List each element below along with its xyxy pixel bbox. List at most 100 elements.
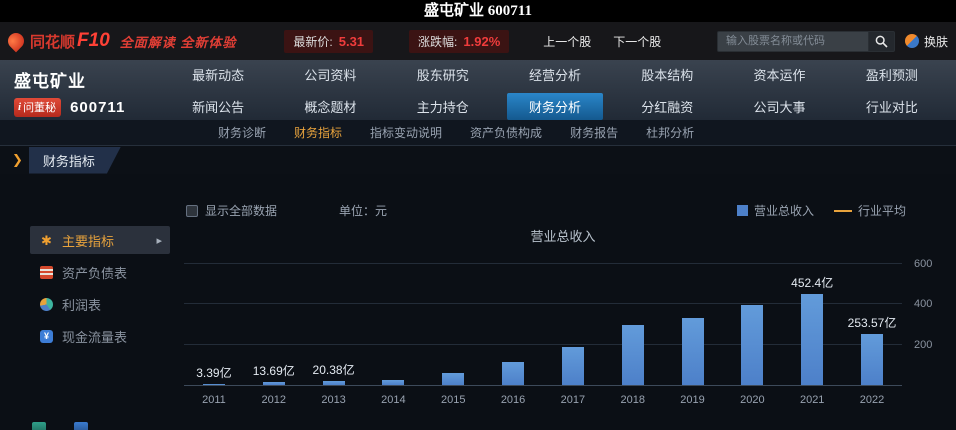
gridline-400 (184, 303, 902, 305)
bar-2016[interactable] (502, 361, 525, 385)
main-nav-item-r2c7[interactable]: 行业对比 (865, 99, 918, 115)
line-swatch-icon (833, 209, 852, 212)
ask-secretary-label: 问董秘 (23, 102, 57, 114)
show-all-label[interactable]: 显示全部数据 (205, 204, 278, 218)
chart-legend: 营业总收入 行业平均 (736, 202, 906, 219)
ths-logo-icon (4, 29, 28, 53)
y-axis-tick-400: 400 (914, 298, 933, 311)
legend-item-1: 营业总收入 (736, 202, 814, 219)
x-axis-label-2015: 2015 (440, 394, 466, 406)
report-sidebar: ✱ 主要指标 ▸ 资产负债表利润表 ¥ 现金流量表 (30, 226, 170, 354)
main-nav-item-r1c5[interactable]: 股本结构 (641, 67, 694, 83)
chart-toolbar: 显示全部数据 单位：元 营业总收入 行业平均 (186, 202, 906, 219)
main-nav-item-r2c5[interactable]: 分红融资 (641, 99, 694, 115)
bar-2017[interactable] (561, 346, 584, 385)
gridline-600 (184, 263, 902, 265)
sidebar-item-3[interactable]: 利润表 (30, 290, 170, 318)
legend-item-2: 行业平均 (833, 202, 906, 219)
bar-2020[interactable] (741, 305, 764, 385)
bar-value-label: 452.4亿 (791, 275, 834, 290)
bar-2011[interactable] (202, 384, 225, 385)
x-axis-label-2011: 2011 (202, 394, 226, 406)
search-icon (875, 35, 888, 48)
main-nav-row-1: 最新动态 公司资料 股东研究 经营分析 股本结构 资本运作 盈利预测 (162, 61, 948, 88)
x-axis-label-2022: 2022 (859, 394, 885, 406)
x-axis-label-2021: 2021 (799, 394, 825, 406)
main-nav-item-r1c1[interactable]: 最新动态 (192, 67, 245, 83)
bar-swatch-icon (736, 205, 748, 216)
bar-value-label: 253.57亿 (847, 315, 897, 330)
skin-ball-icon[interactable] (904, 34, 919, 48)
profit-pie-icon (40, 297, 53, 311)
x-axis-label-2017: 2017 (560, 394, 586, 406)
bar-slot-2012: 13.69亿 (244, 246, 304, 385)
bar-2022[interactable] (861, 333, 884, 385)
partial-icon-1 (32, 422, 46, 430)
y-axis-tick-600: 600 (914, 258, 933, 271)
legend-label: 行业平均 (857, 204, 906, 218)
latest-price-label: 最新价: (293, 34, 333, 49)
main-nav-item-r1c4[interactable]: 经营分析 (528, 67, 581, 83)
main-nav-item-r1c6[interactable]: 资本运作 (753, 67, 806, 83)
revenue-chart: 营业总收入 3.39亿 13.69亿 20.38亿 452.4亿 253.57亿 200… (178, 220, 948, 426)
bar-slot-2019 (663, 246, 723, 385)
search-button[interactable] (868, 30, 895, 52)
sub-nav-item-5[interactable]: 财务报告 (570, 126, 619, 140)
next-stock-button[interactable]: 下一个股 (613, 34, 662, 49)
header-bar: 同花顺 F10 全面解读 全新体验 最新价: 5.31 涨跌幅: 1.92% 上… (0, 22, 956, 60)
bar-2021[interactable] (801, 293, 824, 385)
main-nav-item-r1c3[interactable]: 股东研究 (416, 67, 469, 83)
bar-2015[interactable] (442, 373, 465, 385)
bar-slot-2017 (543, 246, 603, 385)
main-nav-panel: 盛屯矿业 i 问董秘 600711 最新动态 公司资料 股东研究 经营分析 股本结构 资本运… (0, 60, 956, 120)
sidebar-item-1[interactable]: ✱ 主要指标 ▸ (30, 226, 170, 254)
search-group: 换肤 (716, 30, 948, 52)
main-nav-item-r2c4[interactable]: 财务分析 (506, 92, 604, 120)
bar-2013[interactable] (322, 380, 345, 385)
latest-price-value: 5.31 (338, 33, 365, 49)
x-axis-label-2012: 2012 (261, 394, 286, 406)
search-input[interactable] (716, 30, 869, 52)
bar-2019[interactable] (681, 317, 704, 385)
chart-title: 营业总收入 (530, 229, 596, 244)
content-area: 显示全部数据 单位：元 营业总收入 行业平均 ✱ 主要指标 ▸ 资产负债表 利润表 ¥ 现金流… (0, 174, 956, 430)
bar-2018[interactable] (621, 324, 644, 385)
sub-nav-item-1[interactable]: 财务诊断 (218, 126, 267, 140)
x-axis-label-2018: 2018 (620, 394, 645, 406)
sub-nav-item-6[interactable]: 杜邦分析 (646, 126, 695, 140)
partial-icon-2 (74, 422, 88, 430)
sidebar-item-2[interactable]: 资产负债表 (30, 258, 170, 286)
main-nav-item-r2c1[interactable]: 新闻公告 (192, 99, 245, 115)
window-title: 盛屯矿业 600711 (0, 0, 956, 22)
stock-block: 盛屯矿业 i 问董秘 600711 (0, 60, 162, 120)
section-title-tab: 财务指标 (29, 147, 121, 174)
bar-slot-2013: 20.38亿 (304, 246, 364, 385)
bar-2014[interactable] (382, 379, 405, 385)
sub-nav-item-2[interactable]: 财务指标 (294, 126, 343, 140)
skin-button[interactable]: 换肤 (923, 34, 948, 49)
main-nav-item-r2c3[interactable]: 主力持仓 (416, 99, 469, 115)
change-percent-label: 涨跌幅: (418, 34, 458, 49)
bar-slot-2018 (603, 246, 663, 385)
bar-2012[interactable] (262, 382, 285, 385)
main-nav-item-r1c7[interactable]: 盈利预测 (865, 67, 918, 83)
logo-brand-text: 同花顺 (30, 33, 76, 51)
main-nav-grid: 最新动态 公司资料 股东研究 经营分析 股本结构 资本运作 盈利预测新闻公告 概念题材 主力持仓… (162, 60, 956, 120)
sub-nav-item-4[interactable]: 资产负债构成 (470, 126, 543, 140)
ask-secretary-badge[interactable]: i 问董秘 (14, 98, 62, 117)
main-nav-item-r2c6[interactable]: 公司大事 (753, 99, 806, 115)
bar-value-label: 20.38亿 (312, 362, 355, 377)
show-all-checkbox[interactable] (186, 204, 198, 217)
chart-plot-area: 3.39亿 13.69亿 20.38亿 452.4亿 253.57亿 200 400 600 (184, 246, 932, 386)
x-axis-label-2020: 2020 (740, 394, 765, 406)
prev-stock-button[interactable]: 上一个股 (543, 34, 592, 49)
main-nav-item-r2c2[interactable]: 概念题材 (304, 99, 357, 115)
bar-slot-2022: 253.57亿 (842, 246, 902, 385)
sub-nav-item-3[interactable]: 指标变动说明 (370, 126, 443, 140)
main-nav-item-r1c2[interactable]: 公司资料 (304, 67, 357, 83)
chevron-right-icon: ▸ (156, 234, 162, 247)
section-title: 财务指标 (42, 153, 95, 169)
latest-price-box: 最新价: 5.31 (284, 29, 374, 53)
gridline-200 (184, 343, 902, 345)
sidebar-item-4[interactable]: ¥ 现金流量表 (30, 322, 170, 350)
